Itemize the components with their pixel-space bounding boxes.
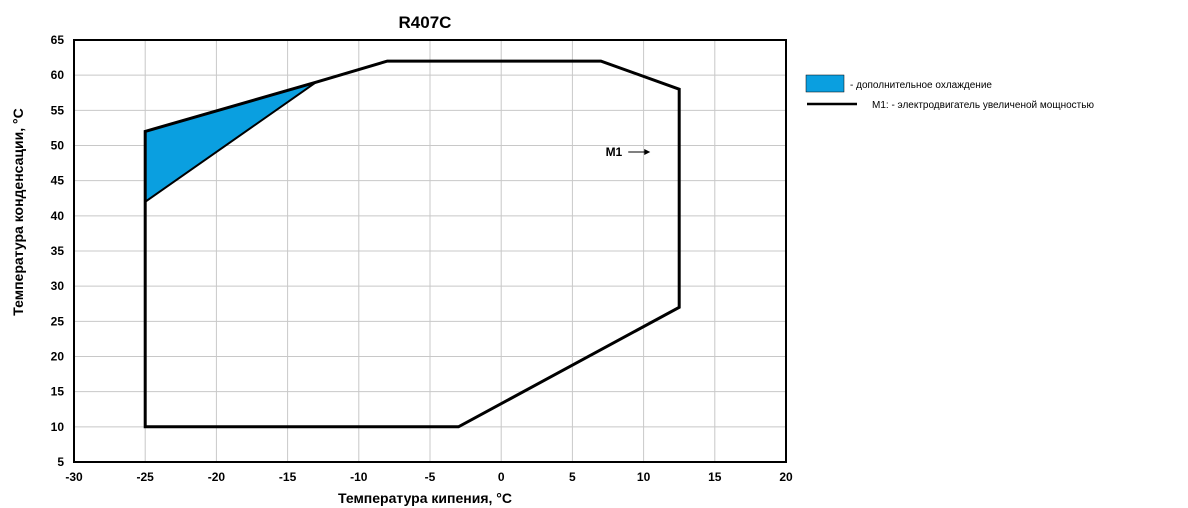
y-tick-label: 10 [51,420,65,434]
plot-border [73,39,787,463]
y-tick-label: 20 [51,350,65,364]
annotation-m1-label: M1 [606,145,623,159]
x-tick-label: -5 [425,470,436,484]
y-tick-label: 30 [51,279,65,293]
x-tick-label: 15 [708,470,722,484]
x-tick-label: 5 [569,470,576,484]
x-tick-label: 20 [779,470,793,484]
x-tick-label: 10 [637,470,651,484]
x-tick-label: -30 [65,470,83,484]
legend-label-subcooling: - дополнительное охлаждение [850,80,992,91]
series-layer [143,59,681,429]
x-tick-label: 0 [498,470,505,484]
y-tick-label: 65 [51,33,65,47]
y-tick-labels: 5 10 15 20 25 30 35 40 45 50 55 60 65 [51,33,65,469]
y-tick-label: 35 [51,244,65,258]
x-tick-label: -10 [350,470,368,484]
y-tick-label: 45 [51,174,65,188]
y-tick-label: 50 [51,139,65,153]
x-tick-label: -20 [208,470,226,484]
x-tick-label: -25 [137,470,155,484]
y-tick-label: 15 [51,385,65,399]
legend: - дополнительное охлаждение М1: - электр… [805,74,1094,111]
x-tick-labels: -30 -25 -20 -15 -10 -5 0 5 10 15 20 [65,470,793,484]
legend-label-m1: М1: - электродвигатель увеличеной мощнос… [872,100,1094,111]
series-m1-envelope [143,59,681,429]
series-subcooling-area [144,81,317,204]
y-tick-label: 55 [51,103,65,117]
annotations: M1 [606,145,651,159]
chart-title: R407C [399,13,452,32]
y-tick-label: 60 [51,68,65,82]
legend-swatch-subcooling [805,74,845,93]
y-tick-label: 5 [57,455,64,469]
x-tick-label: -15 [279,470,297,484]
x-axis-label: Температура кипения, °С [338,490,512,506]
y-axis-label: Температура конденсации, °С [10,108,26,315]
y-tick-label: 25 [51,314,65,328]
annotation-arrow-head [644,149,651,156]
y-tick-label: 40 [51,209,65,223]
